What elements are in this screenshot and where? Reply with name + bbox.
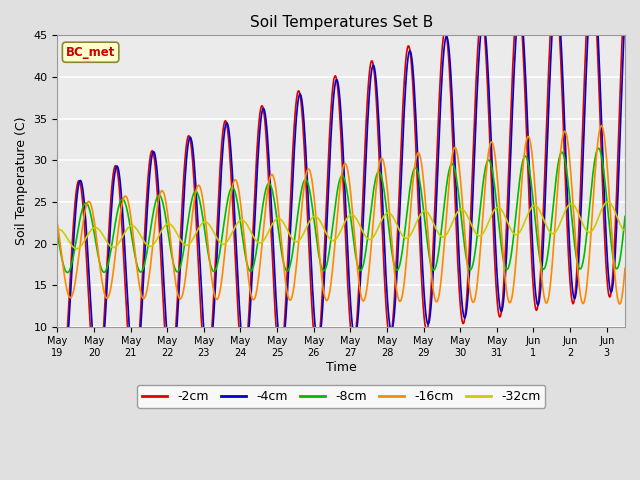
-2cm [56,394,64,400]
-32cm [461,209,469,215]
-8cm [54,231,61,237]
-16cm [616,301,623,307]
-16cm [296,228,303,234]
Line: -16cm: -16cm [58,126,625,304]
-16cm [133,264,141,270]
-4cm [54,358,61,364]
-8cm [621,214,629,219]
-4cm [318,318,326,324]
-2cm [461,311,469,317]
-4cm [134,363,141,369]
Legend: -2cm, -4cm, -8cm, -16cm, -32cm: -2cm, -4cm, -8cm, -16cm, -32cm [137,385,545,408]
-8cm [595,145,602,151]
-32cm [296,236,304,242]
Line: -8cm: -8cm [58,148,625,273]
-32cm [56,227,63,232]
-8cm [296,194,304,200]
-8cm [56,244,63,250]
-16cm [317,268,324,274]
-2cm [56,394,63,399]
-4cm [56,379,63,384]
-8cm [63,270,71,276]
-2cm [54,381,61,386]
-16cm [621,265,629,271]
-4cm [476,53,483,59]
-8cm [476,216,483,221]
Line: -32cm: -32cm [58,202,625,249]
-16cm [54,221,61,227]
-2cm [476,27,483,33]
Line: -4cm: -4cm [58,0,625,388]
-8cm [318,265,326,271]
-4cm [296,91,304,97]
-16cm [474,271,482,276]
-4cm [461,314,469,320]
-32cm [54,227,61,232]
-8cm [134,264,141,270]
-2cm [134,355,141,361]
-32cm [604,199,612,204]
-16cm [461,228,468,234]
-32cm [73,246,81,252]
Title: Soil Temperatures Set B: Soil Temperatures Set B [250,15,433,30]
-4cm [621,9,629,15]
Text: BC_met: BC_met [66,46,115,59]
-32cm [621,228,629,234]
-8cm [461,249,469,255]
-16cm [598,123,605,129]
Line: -2cm: -2cm [58,0,625,397]
-2cm [318,301,326,307]
-2cm [296,94,304,99]
-32cm [318,221,326,227]
-16cm [56,237,63,243]
-32cm [134,228,141,233]
Y-axis label: Soil Temperature (C): Soil Temperature (C) [15,117,28,245]
-4cm [58,385,66,391]
X-axis label: Time: Time [326,361,356,374]
-32cm [476,233,483,239]
